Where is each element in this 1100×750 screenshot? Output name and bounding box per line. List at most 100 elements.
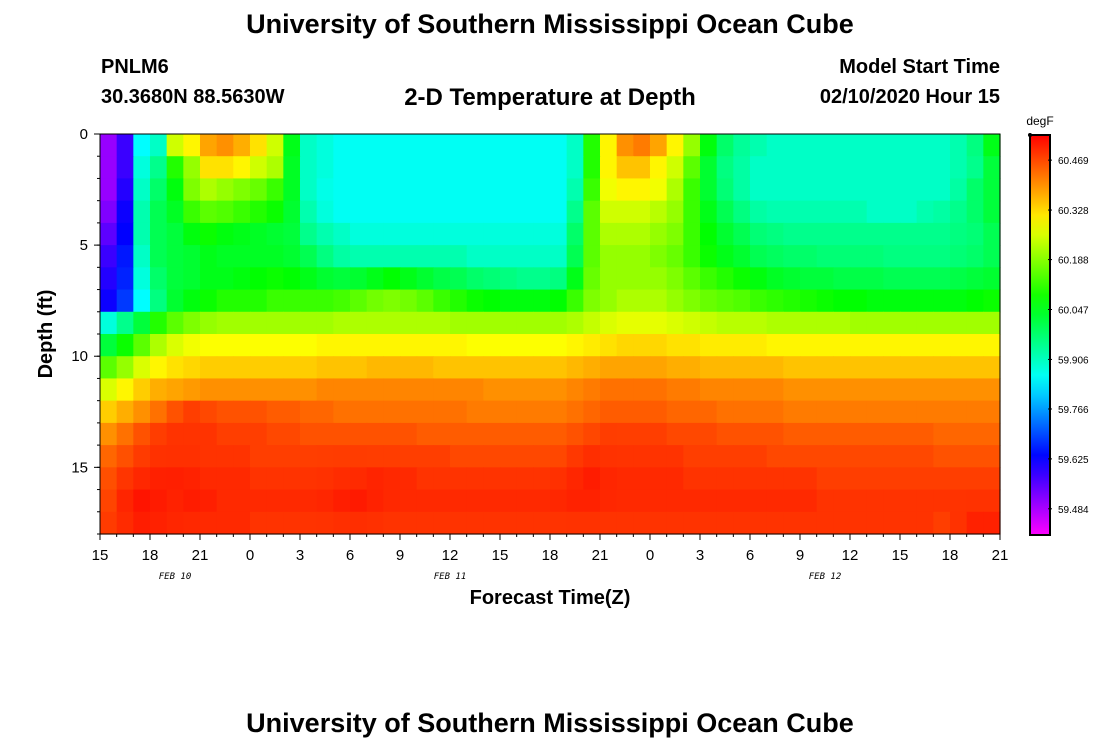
heatmap-cell xyxy=(816,245,834,268)
heatmap-cell xyxy=(783,311,801,335)
heatmap-cell xyxy=(383,400,401,424)
heatmap-cell xyxy=(800,267,818,291)
heatmap-cell xyxy=(383,489,401,513)
heatmap-cell xyxy=(916,289,934,313)
heatmap-cell xyxy=(816,178,834,202)
heatmap-cell xyxy=(883,178,901,202)
heatmap-cell xyxy=(216,134,234,157)
heatmap-cell xyxy=(866,289,884,313)
heatmap-cell xyxy=(150,511,168,535)
heatmap-cell xyxy=(850,489,868,513)
heatmap-cell xyxy=(450,400,468,424)
heatmap-cell xyxy=(916,134,934,157)
heatmap-cell xyxy=(966,289,984,313)
heatmap-cell xyxy=(700,222,718,246)
heatmap-cell xyxy=(683,311,701,335)
heatmap-cell xyxy=(316,356,334,380)
heatmap-cell xyxy=(633,289,651,313)
heatmap-cell xyxy=(133,467,151,491)
chart-title: 2-D Temperature at Depth xyxy=(404,84,696,111)
heatmap-cell xyxy=(600,134,618,157)
heatmap-cell xyxy=(750,467,768,491)
heatmap-cell xyxy=(866,511,884,535)
heatmap-cell xyxy=(283,178,301,202)
heatmap-cell xyxy=(750,200,768,224)
heatmap-cell xyxy=(100,267,118,291)
heatmap-cell xyxy=(650,222,668,246)
heatmap-cell xyxy=(400,467,418,491)
heatmap-cell xyxy=(633,489,651,513)
heatmap-cell xyxy=(433,467,451,491)
heatmap-cell xyxy=(133,289,151,313)
heatmap-cell xyxy=(383,289,401,313)
heatmap-cell xyxy=(216,422,234,446)
heatmap-cell xyxy=(616,511,634,535)
heatmap-cell xyxy=(350,511,368,535)
heatmap-cell xyxy=(266,200,284,224)
heatmap-cell xyxy=(183,267,201,291)
heatmap-cell xyxy=(350,245,368,268)
x-tick-label: 0 xyxy=(246,547,254,564)
heatmap-cell xyxy=(850,356,868,380)
heatmap-cell xyxy=(100,245,118,268)
heatmap-cell xyxy=(200,245,218,268)
heatmap-cell xyxy=(983,334,1001,357)
heatmap-cell xyxy=(333,445,351,468)
heatmap-cell xyxy=(783,445,801,468)
heatmap-cell xyxy=(733,245,751,268)
heatmap-cell xyxy=(150,400,168,424)
heatmap-cell xyxy=(566,245,584,268)
heatmap-cell xyxy=(366,334,384,357)
heatmap-cell xyxy=(166,378,184,402)
heatmap-cell xyxy=(166,289,184,313)
heatmap-cell xyxy=(700,467,718,491)
heatmap-cell xyxy=(550,489,568,513)
heatmap-cell xyxy=(266,356,284,380)
heatmap-cell xyxy=(400,245,418,268)
heatmap-cell xyxy=(166,400,184,424)
heatmap-cell xyxy=(466,178,484,202)
heatmap-cell xyxy=(183,178,201,202)
heatmap-cell xyxy=(966,334,984,357)
heatmap-cell xyxy=(716,356,734,380)
heatmap-cell xyxy=(250,356,268,380)
heatmap-cell xyxy=(566,445,584,468)
heatmap-cell xyxy=(966,400,984,424)
heatmap-cell xyxy=(300,267,318,291)
heatmap-cell xyxy=(450,222,468,246)
heatmap-cell xyxy=(633,245,651,268)
heatmap-cell xyxy=(233,222,251,246)
heatmap-cell xyxy=(616,311,634,335)
heatmap-cell xyxy=(833,267,851,291)
heatmap-cell xyxy=(666,245,684,268)
heatmap-cell xyxy=(816,134,834,157)
heatmap-cell xyxy=(316,222,334,246)
heatmap-cell xyxy=(366,445,384,468)
heatmap-cell xyxy=(266,400,284,424)
heatmap-cell xyxy=(466,445,484,468)
heatmap-cell xyxy=(100,178,118,202)
heatmap-cell xyxy=(200,489,218,513)
heatmap-cell xyxy=(233,156,251,180)
heatmap-cell xyxy=(950,156,968,180)
heatmap-cell xyxy=(466,511,484,535)
heatmap-cell xyxy=(916,489,934,513)
heatmap-cell xyxy=(483,489,501,513)
heatmap-cell xyxy=(583,378,601,402)
heatmap-cell xyxy=(900,334,918,357)
heatmap-cell xyxy=(383,378,401,402)
heatmap-cell xyxy=(650,311,668,335)
heatmap-cell xyxy=(616,334,634,357)
heatmap-cell xyxy=(233,445,251,468)
heatmap-cell xyxy=(933,489,951,513)
heatmap-cell xyxy=(466,489,484,513)
heatmap-cell xyxy=(433,356,451,380)
heatmap-cell xyxy=(600,400,618,424)
heatmap-cell xyxy=(633,378,651,402)
heatmap-cell xyxy=(266,289,284,313)
heatmap-cell xyxy=(250,311,268,335)
heatmap-cell xyxy=(666,222,684,246)
heatmap-cell xyxy=(600,178,618,202)
heatmap-cell xyxy=(166,267,184,291)
heatmap-cell xyxy=(783,489,801,513)
